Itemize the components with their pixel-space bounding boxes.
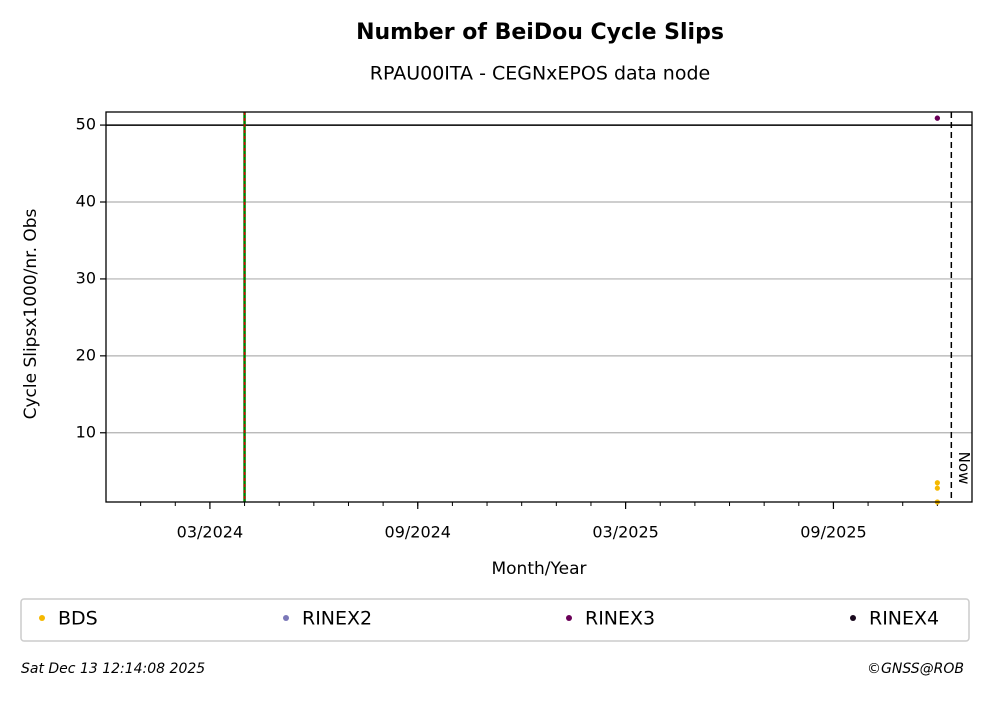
chart-subtitle: RPAU00ITA - CEGNxEPOS data node [370, 63, 710, 85]
legend-marker [283, 615, 289, 621]
data-point [934, 480, 940, 486]
credit: ©GNSS@ROB [867, 661, 964, 677]
plot-frame [105, 111, 973, 503]
x-tick-label: 09/2025 [800, 523, 866, 542]
y-tick-label: 20 [76, 345, 96, 364]
legend-marker [850, 615, 856, 621]
legend-box [20, 598, 970, 642]
x-axis-label: Month/Year [491, 559, 586, 579]
y-tick-label: 10 [76, 422, 96, 441]
data-point [934, 115, 940, 121]
legend-label: RINEX4 [869, 608, 939, 630]
legend-label: RINEX2 [302, 608, 372, 630]
y-axis-label: Cycle Slipsx1000/nr. Obs [21, 208, 41, 419]
legend-label: BDS [58, 608, 98, 630]
legend-marker [39, 615, 45, 621]
x-tick-label: 03/2024 [177, 523, 243, 542]
x-tick-label: 03/2025 [592, 523, 658, 542]
now-label: Now [955, 452, 973, 485]
x-tick-label: 09/2024 [385, 523, 451, 542]
legend-marker [566, 615, 572, 621]
timestamp: Sat Dec 13 12:14:08 2025 [21, 661, 205, 677]
y-tick-label: 40 [76, 192, 96, 211]
data-point [934, 485, 940, 491]
y-tick-label: 30 [76, 268, 96, 287]
y-tick-label: 50 [76, 115, 96, 134]
legend-label: RINEX3 [585, 608, 655, 630]
chart-title: Number of BeiDou Cycle Slips [356, 20, 724, 45]
